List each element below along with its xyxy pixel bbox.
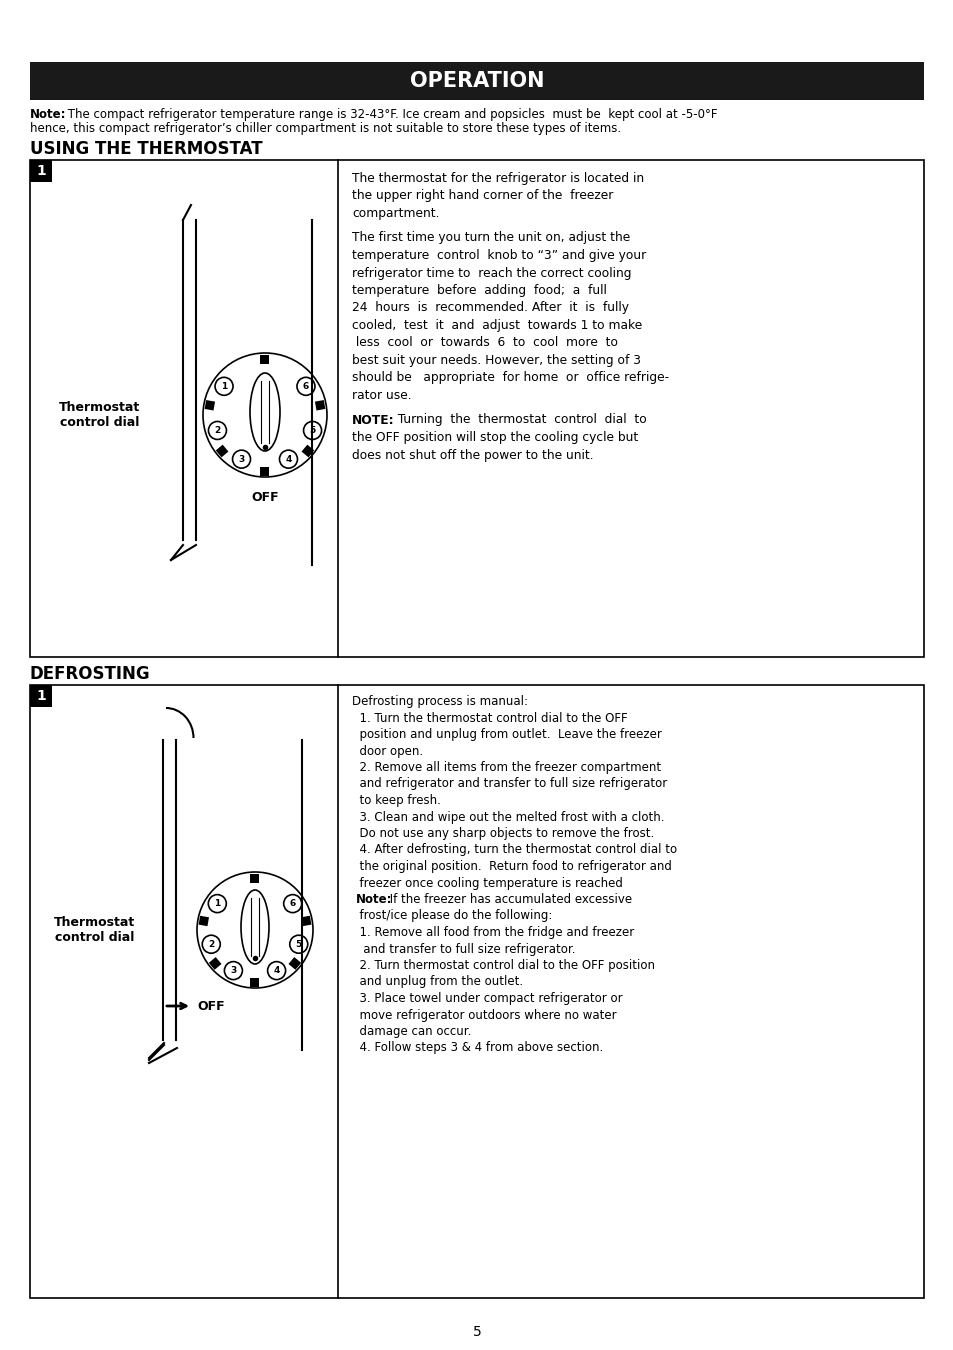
Text: refrigerator time to  reach the correct cooling: refrigerator time to reach the correct c…: [352, 266, 631, 279]
Text: 1. Turn the thermostat control dial to the OFF: 1. Turn the thermostat control dial to t…: [352, 711, 627, 725]
Text: 5: 5: [472, 1324, 481, 1339]
Text: OFF: OFF: [196, 999, 224, 1012]
Bar: [251, 977, 259, 987]
Text: 1: 1: [221, 382, 227, 390]
Bar: [209, 957, 221, 969]
Text: DEFROSTING: DEFROSTING: [30, 666, 151, 683]
Text: 1: 1: [36, 688, 46, 703]
Bar: [260, 467, 269, 475]
Text: Turning  the  thermostat  control  dial  to: Turning the thermostat control dial to: [390, 413, 646, 427]
Text: 2: 2: [214, 427, 220, 435]
Text: the OFF position will stop the cooling cycle but: the OFF position will stop the cooling c…: [352, 431, 638, 444]
Text: 6: 6: [302, 382, 309, 390]
Text: 3: 3: [230, 967, 236, 975]
Bar: [301, 444, 314, 458]
Circle shape: [267, 961, 285, 980]
Text: cooled,  test  it  and  adjust  towards 1 to make: cooled, test it and adjust towards 1 to …: [352, 319, 641, 332]
Text: USING THE THERMOSTAT: USING THE THERMOSTAT: [30, 140, 262, 158]
Bar: [30, 684, 52, 707]
Text: 4. Follow steps 3 & 4 from above section.: 4. Follow steps 3 & 4 from above section…: [352, 1041, 602, 1054]
Bar: [205, 400, 214, 410]
Bar: [314, 400, 325, 410]
Text: 1: 1: [36, 163, 46, 178]
Text: and unplug from the outlet.: and unplug from the outlet.: [352, 976, 522, 988]
Text: to keep fresh.: to keep fresh.: [352, 794, 440, 807]
Text: door open.: door open.: [352, 744, 423, 757]
Text: and refrigerator and transfer to full size refrigerator: and refrigerator and transfer to full si…: [352, 778, 666, 791]
Text: 2. Turn thermostat control dial to the OFF position: 2. Turn thermostat control dial to the O…: [352, 958, 655, 972]
Bar: [30, 684, 923, 1297]
Text: hence, this compact refrigerator’s chiller compartment is not suitable to store : hence, this compact refrigerator’s chill…: [30, 122, 620, 135]
Text: position and unplug from outlet.  Leave the freezer: position and unplug from outlet. Leave t…: [352, 728, 661, 741]
Circle shape: [279, 450, 297, 468]
Text: Thermostat
control dial: Thermostat control dial: [59, 401, 140, 429]
Text: the upper right hand corner of the  freezer: the upper right hand corner of the freez…: [352, 189, 613, 202]
Text: 1. Remove all food from the fridge and freezer: 1. Remove all food from the fridge and f…: [352, 926, 634, 940]
Text: 3. Place towel under compact refrigerator or: 3. Place towel under compact refrigerato…: [352, 992, 622, 1004]
Text: freezer once cooling temperature is reached: freezer once cooling temperature is reac…: [352, 876, 622, 890]
Text: Note:: Note:: [30, 108, 67, 122]
Text: the original position.  Return food to refrigerator and: the original position. Return food to re…: [352, 860, 671, 873]
Text: best suit your needs. However, the setting of 3: best suit your needs. However, the setti…: [352, 354, 640, 367]
Text: 5: 5: [309, 427, 315, 435]
Text: Do not use any sharp objects to remove the frost.: Do not use any sharp objects to remove t…: [352, 828, 654, 840]
Text: Note:: Note:: [355, 892, 392, 906]
Text: The thermostat for the refrigerator is located in: The thermostat for the refrigerator is l…: [352, 171, 643, 185]
Text: move refrigerator outdoors where no water: move refrigerator outdoors where no wate…: [352, 1008, 616, 1022]
Text: 1: 1: [214, 899, 220, 909]
Text: less  cool  or  towards  6  to  cool  more  to: less cool or towards 6 to cool more to: [352, 336, 618, 350]
Text: 6: 6: [290, 899, 295, 909]
Bar: [301, 915, 311, 926]
Bar: [215, 444, 228, 458]
Text: damage can occur.: damage can occur.: [352, 1025, 471, 1038]
Bar: [260, 355, 269, 363]
Text: 24  hours  is  recommended. After  it  is  fully: 24 hours is recommended. After it is ful…: [352, 301, 628, 315]
Text: The first time you turn the unit on, adjust the: The first time you turn the unit on, adj…: [352, 231, 630, 244]
Text: 3. Clean and wipe out the melted frost with a cloth.: 3. Clean and wipe out the melted frost w…: [352, 810, 664, 824]
Circle shape: [214, 377, 233, 396]
Text: 4: 4: [274, 967, 279, 975]
Text: 2. Remove all items from the freezer compartment: 2. Remove all items from the freezer com…: [352, 761, 660, 774]
Text: frost/ice please do the following:: frost/ice please do the following:: [352, 910, 552, 922]
Text: should be   appropriate  for home  or  office refrige-: should be appropriate for home or office…: [352, 371, 668, 385]
Text: If the freezer has accumulated excessive: If the freezer has accumulated excessive: [386, 892, 632, 906]
Text: 5: 5: [295, 940, 301, 949]
Circle shape: [202, 936, 220, 953]
Circle shape: [233, 450, 251, 468]
Circle shape: [290, 936, 308, 953]
Circle shape: [208, 895, 226, 913]
Text: 4: 4: [285, 455, 292, 463]
Text: The compact refrigerator temperature range is 32-43°F. Ice cream and popsicles  : The compact refrigerator temperature ran…: [64, 108, 717, 122]
Bar: [30, 62, 923, 100]
Circle shape: [208, 421, 226, 440]
Text: OFF: OFF: [251, 491, 278, 504]
Text: Thermostat
control dial: Thermostat control dial: [54, 917, 135, 944]
Bar: [251, 873, 259, 883]
Text: temperature  before  adding  food;  a  full: temperature before adding food; a full: [352, 284, 606, 297]
Bar: [198, 915, 209, 926]
Text: does not shut off the power to the unit.: does not shut off the power to the unit.: [352, 448, 593, 462]
Text: 4. After defrosting, turn the thermostat control dial to: 4. After defrosting, turn the thermostat…: [352, 844, 677, 856]
Text: 3: 3: [238, 455, 244, 463]
Ellipse shape: [241, 890, 269, 964]
Text: temperature  control  knob to “3” and give your: temperature control knob to “3” and give…: [352, 248, 645, 262]
Circle shape: [224, 961, 242, 980]
Ellipse shape: [250, 373, 280, 451]
Text: compartment.: compartment.: [352, 207, 439, 220]
Circle shape: [296, 377, 314, 396]
Circle shape: [303, 421, 321, 440]
Text: and transfer to full size refrigerator.: and transfer to full size refrigerator.: [352, 942, 575, 956]
Text: 2: 2: [208, 940, 214, 949]
Text: NOTE:: NOTE:: [352, 413, 395, 427]
Text: OPERATION: OPERATION: [410, 72, 543, 90]
Bar: [30, 161, 923, 657]
Circle shape: [283, 895, 301, 913]
Bar: [288, 957, 301, 969]
Bar: [30, 161, 52, 182]
Text: Defrosting process is manual:: Defrosting process is manual:: [352, 695, 527, 707]
Text: rator use.: rator use.: [352, 389, 411, 402]
